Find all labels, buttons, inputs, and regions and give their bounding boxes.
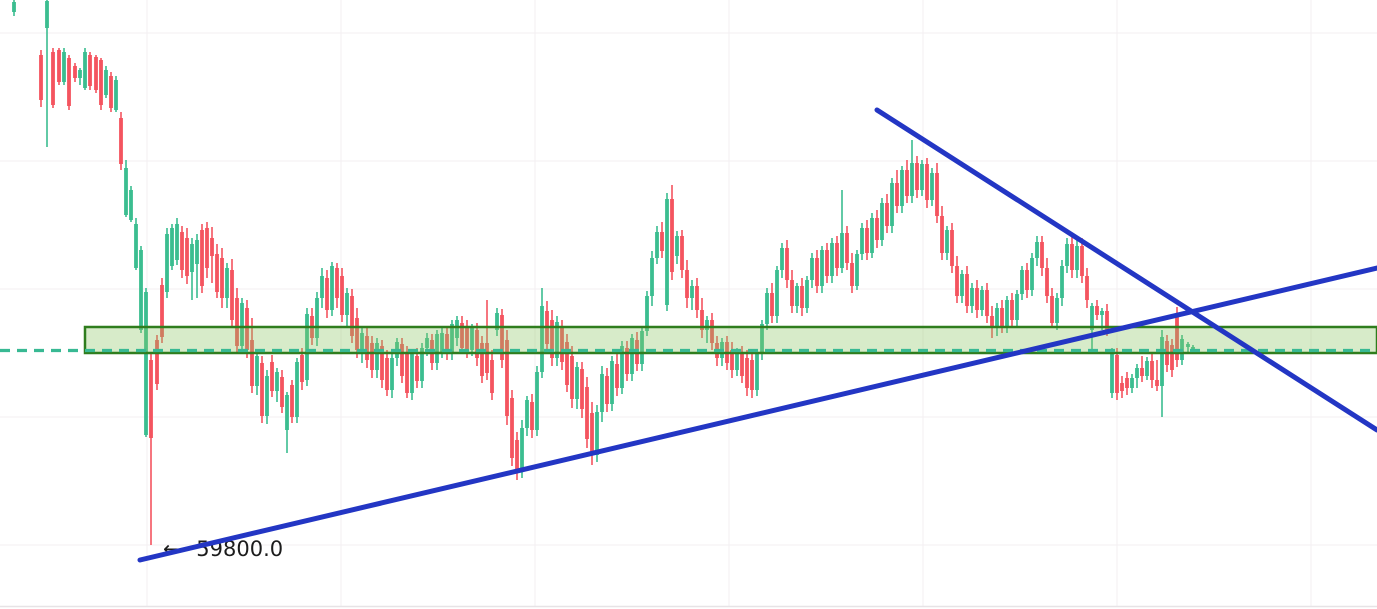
ascending-trendline[interactable] (137, 265, 1377, 563)
descending-trendline[interactable] (874, 107, 1377, 433)
supply-zone[interactable] (83, 325, 1377, 355)
candlestick-series (12, 0, 1195, 545)
price-low-value: 59800.0 (196, 537, 283, 561)
